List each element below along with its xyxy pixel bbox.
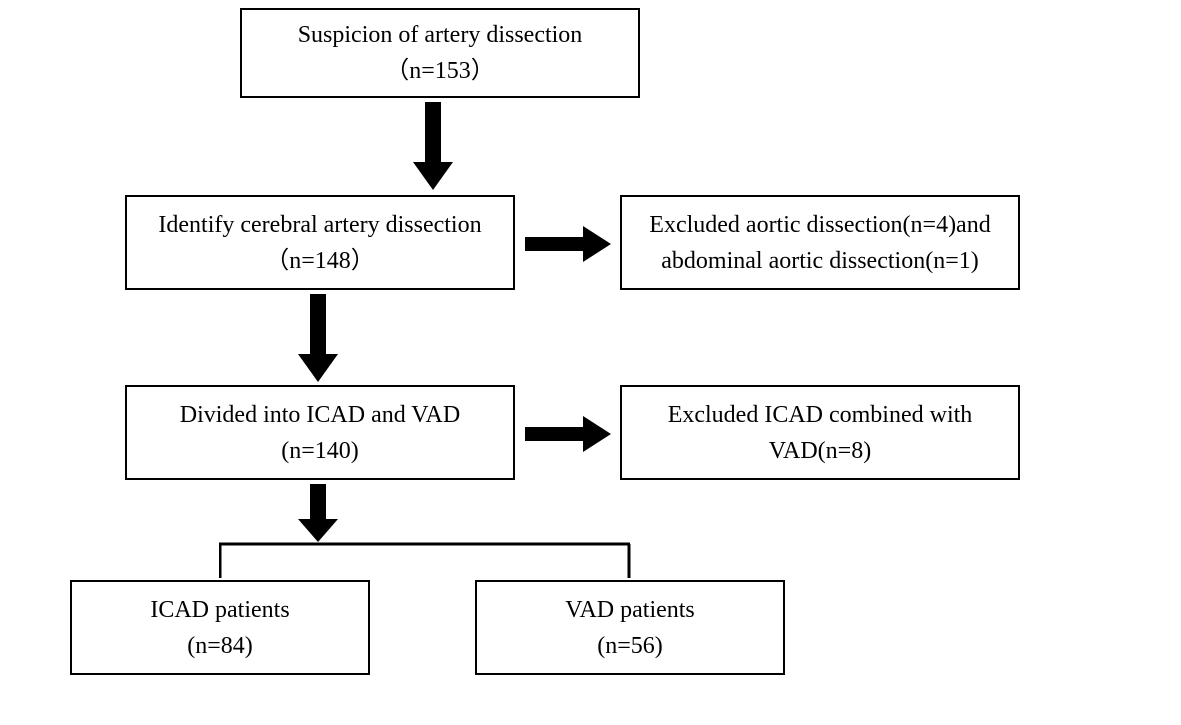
node-excluded-aortic-line1: Excluded aortic dissection(n=4)and: [649, 207, 990, 243]
node-excluded-aortic: Excluded aortic dissection(n=4)and abdom…: [620, 195, 1020, 290]
node-vad-patients-line2: (n=56): [597, 628, 663, 664]
node-divided-line2: (n=140): [281, 433, 359, 469]
node-suspicion-line2: （n=153）: [385, 53, 495, 89]
node-identify-line1: Identify cerebral artery dissection: [158, 207, 481, 243]
arrow-right-1: [525, 222, 615, 277]
node-divided-line1: Divided into ICAD and VAD: [180, 397, 460, 433]
node-excluded-icad-vad-line1: Excluded ICAD combined with: [668, 397, 973, 433]
arrow-right-2: [525, 412, 615, 467]
node-divided: Divided into ICAD and VAD (n=140): [125, 385, 515, 480]
arrow-down-2: [293, 294, 343, 389]
node-icad-patients-line1: ICAD patients: [150, 592, 289, 628]
split-connector: [219, 542, 639, 587]
node-icad-patients: ICAD patients (n=84): [70, 580, 370, 675]
node-identify-line2: （n=148）: [265, 243, 375, 279]
node-vad-patients-line1: VAD patients: [565, 592, 695, 628]
node-excluded-aortic-line2: abdominal aortic dissection(n=1): [661, 243, 978, 279]
node-identify: Identify cerebral artery dissection （n=1…: [125, 195, 515, 290]
node-excluded-icad-vad: Excluded ICAD combined with VAD(n=8): [620, 385, 1020, 480]
node-suspicion: Suspicion of artery dissection （n=153）: [240, 8, 640, 98]
node-excluded-icad-vad-line2: VAD(n=8): [769, 433, 871, 469]
node-suspicion-line1: Suspicion of artery dissection: [298, 17, 583, 53]
node-vad-patients: VAD patients (n=56): [475, 580, 785, 675]
arrow-down-3: [293, 484, 343, 549]
arrow-down-1: [408, 102, 458, 197]
node-icad-patients-line2: (n=84): [187, 628, 253, 664]
